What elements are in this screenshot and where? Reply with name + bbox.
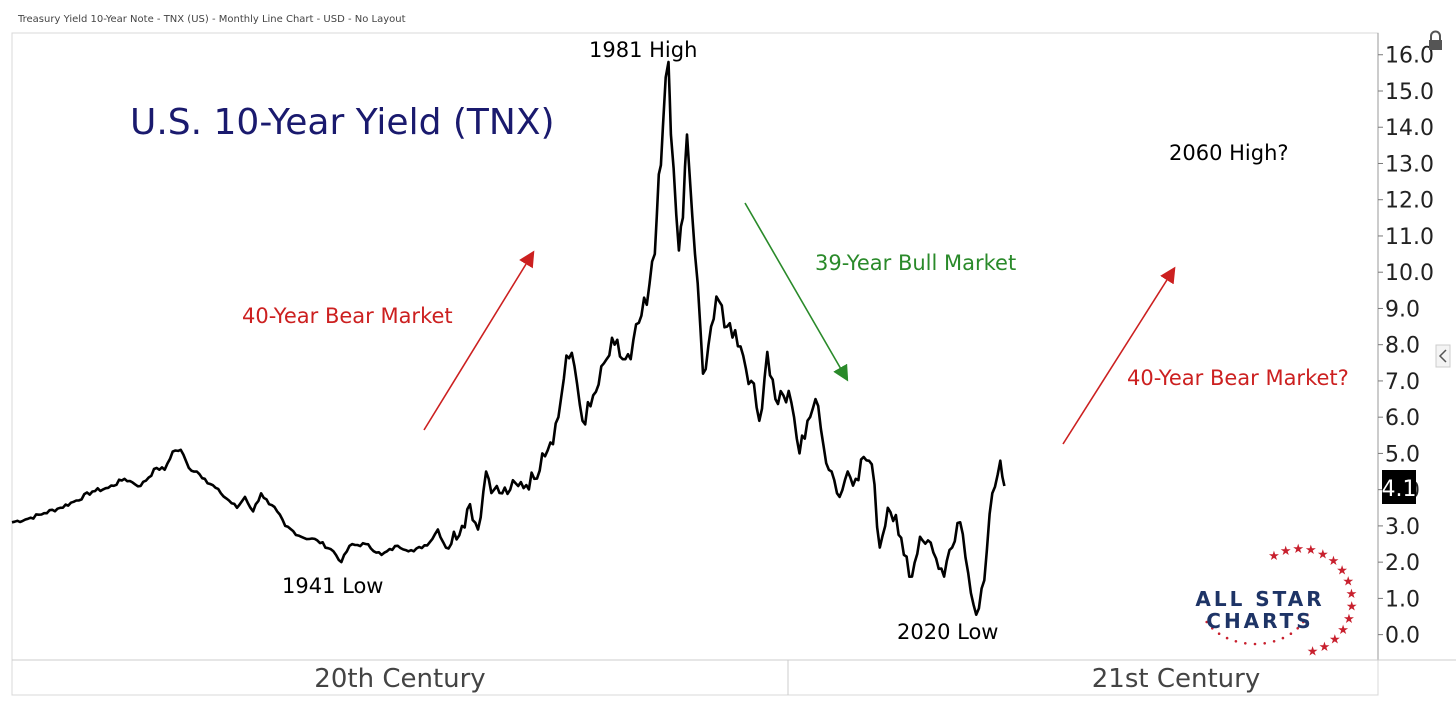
logo-dot [1253, 642, 1257, 646]
logo-dot [1234, 640, 1238, 643]
logo-star-icon: ★ [1319, 640, 1331, 655]
logo-star-icon: ★ [1329, 633, 1341, 648]
logo-line1: ALL STAR [1195, 587, 1324, 611]
y-tick-label: 8.0 [1385, 334, 1420, 359]
logo-dot [1217, 632, 1221, 635]
future-bear-arrow [1062, 266, 1176, 445]
logo-dot [1244, 642, 1247, 645]
logo-dot [1306, 613, 1309, 617]
logo-dot [1281, 636, 1285, 640]
annotation-1941-low: 1941 Low [282, 574, 383, 598]
y-tick-label: 0.0 [1385, 624, 1420, 649]
annotation-future-bear: 40-Year Bear Market? [1127, 366, 1349, 390]
y-axis: 16.0 15.0 14.0 13.0 12.0 11.0 10.0 9.0 8.0 7.0 6.0… [1378, 44, 1434, 649]
chart-title: U.S. 10-Year Yield (TNX) [130, 102, 555, 143]
lock-icon[interactable] [1429, 30, 1442, 51]
logo-line2: CHARTS [1206, 609, 1313, 633]
annotation-1981-high: 1981 High [589, 38, 697, 62]
series-group [11, 60, 1006, 616]
logo-star-icon: ★ [1342, 575, 1354, 590]
logo-star-icon: ★ [1305, 543, 1317, 558]
series-line-0 [11, 60, 1006, 616]
era-21st-century: 21st Century [1092, 664, 1260, 694]
all-star-charts-logo: ★ ★ ★ ★ ★★★★★★★★★★★ ALL STAR CHARTS [1195, 542, 1357, 660]
y-tick-label: 6.0 [1385, 406, 1420, 431]
y-tick-label: 2.0 [1385, 551, 1420, 576]
logo-dot [1289, 632, 1293, 635]
annotation-2060-high: 2060 High? [1169, 141, 1289, 165]
logo-stars-arc: ★ ★ ★ ★ ★★★★★★★★★★★ [1205, 542, 1358, 660]
logo-star-icon: ★ [1337, 623, 1349, 638]
logo-star-icon: ★ [1343, 612, 1355, 627]
logo-star-icon: ★ [1317, 547, 1329, 562]
logo-star-icon: ★ [1346, 587, 1358, 602]
logo-star-icon: ★ [1346, 599, 1358, 614]
y-tick-label: 5.0 [1385, 442, 1420, 467]
bull-arrow [744, 202, 849, 382]
y-tick-label: 14.0 [1385, 116, 1434, 141]
y-tick-label: 16.0 [1385, 44, 1434, 69]
collapse-chevron-icon[interactable] [1435, 344, 1451, 368]
y-tick-label: 7.0 [1385, 370, 1420, 395]
logo-dot [1302, 620, 1305, 624]
logo-star-icon: ★ [1328, 554, 1340, 569]
y-tick-label: 12.0 [1385, 189, 1434, 214]
logo-dot [1296, 627, 1299, 630]
y-tick-label: 9.0 [1385, 297, 1420, 322]
annotation-bear-market: 40-Year Bear Market [242, 304, 453, 328]
logo-dot [1225, 636, 1229, 640]
logo-dot [1272, 640, 1276, 643]
y-tick-label: 3.0 [1385, 515, 1420, 540]
bear-arrow [423, 250, 535, 431]
annotation-2020-low: 2020 Low [897, 620, 998, 644]
y-tick-label: 11.0 [1385, 225, 1434, 250]
era-20th-century: 20th Century [314, 664, 485, 694]
logo-star-icon: ★ [1280, 544, 1292, 559]
annotation-bull-market: 39-Year Bull Market [815, 251, 1016, 275]
y-tick-label: 13.0 [1385, 152, 1434, 177]
chart-header: Treasury Yield 10-Year Note - TNX (US) -… [18, 14, 406, 25]
logo-star-icon: ★ [1307, 645, 1319, 660]
y-tick-label: 10.0 [1385, 261, 1434, 286]
logo-star-icon: ★ [1268, 549, 1280, 564]
logo-star-icon: ★ [1292, 542, 1304, 557]
logo-dot [1211, 627, 1214, 630]
last-value-label: 4.1 [1382, 477, 1417, 502]
y-tick-label: 15.0 [1385, 80, 1434, 105]
logo-dot [1263, 642, 1266, 645]
last-value-badge [1382, 470, 1416, 504]
logo-star-icon: ★ [1336, 563, 1348, 578]
logo-dot [1205, 620, 1208, 624]
y-tick-label: 1.0 [1385, 587, 1420, 612]
